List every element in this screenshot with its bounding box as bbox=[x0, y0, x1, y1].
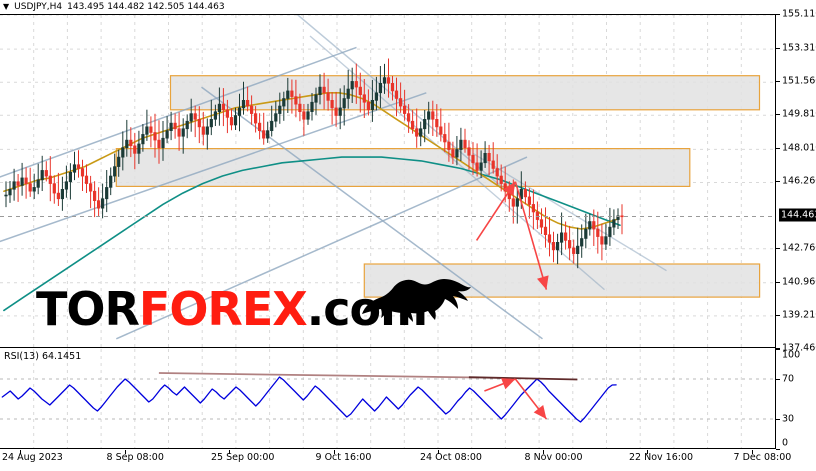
price-chart-svg bbox=[0, 15, 775, 347]
time-axis-label: 22 Nov 16:00 bbox=[629, 452, 694, 463]
time-tick bbox=[438, 450, 439, 454]
price-tick bbox=[776, 348, 780, 349]
time-tick bbox=[751, 450, 753, 454]
quote-bar: ▼ USDJPY,H4 143.495 144.482 142.505 144.… bbox=[0, 0, 816, 14]
rsi-axis-label: 70 bbox=[782, 373, 795, 385]
price-axis-label: 155.110 bbox=[782, 8, 816, 20]
time-tick bbox=[20, 450, 21, 454]
time-axis[interactable]: 24 Aug 2023 8 Sep 08:00 25 Sep 00:00 9 Oct … bbox=[0, 450, 791, 471]
symbol-label: USDJPY,H4 bbox=[14, 2, 63, 12]
time-axis-label: 8 Nov 00:00 bbox=[524, 452, 583, 463]
price-axis-label: 148.010 bbox=[782, 142, 816, 154]
price-tick bbox=[776, 114, 780, 116]
price-tick bbox=[776, 181, 780, 183]
price-tick bbox=[776, 247, 780, 249]
price-axis-label: 140.960 bbox=[782, 276, 816, 288]
time-tick bbox=[124, 450, 126, 454]
time-axis-label: 7 Dec 08:00 bbox=[733, 452, 792, 463]
rsi-tick bbox=[776, 449, 780, 450]
ohlc-values: 143.495 144.482 142.505 144.463 bbox=[67, 2, 225, 12]
price-axis-label: 151.560 bbox=[782, 75, 816, 87]
price-axis-label: 146.260 bbox=[782, 175, 816, 187]
rsi-plot-area bbox=[0, 349, 775, 448]
rsi-chart-svg bbox=[0, 349, 775, 448]
time-axis-label: 8 Sep 08:00 bbox=[106, 452, 164, 463]
price-axis-label: 139.210 bbox=[782, 309, 816, 321]
time-axis-label: 24 Oct 08:00 bbox=[420, 452, 482, 463]
price-axis-label: 142.760 bbox=[782, 242, 816, 254]
price-tick bbox=[776, 281, 780, 283]
current-price-label: 144.463 bbox=[779, 208, 816, 222]
price-axis[interactable]: 155.110 153.310 151.560 149.810 148.010 146.2… bbox=[775, 9, 816, 450]
price-tick bbox=[776, 314, 780, 316]
rsi-tick bbox=[776, 379, 780, 380]
rsi-tick bbox=[776, 349, 780, 350]
time-tick bbox=[333, 450, 335, 454]
time-axis-label: 25 Sep 00:00 bbox=[211, 452, 275, 463]
time-tick bbox=[647, 450, 648, 454]
rsi-axis-label: 0 bbox=[782, 437, 789, 449]
rsi-axis-label: 100 bbox=[782, 349, 801, 361]
time-axis-label: 24 Aug 2023 bbox=[2, 452, 63, 463]
price-plot-area bbox=[0, 15, 775, 347]
price-axis-label: 137.460 bbox=[782, 342, 816, 354]
price-tick bbox=[776, 81, 780, 83]
price-tick bbox=[776, 48, 780, 50]
rsi-indicator-panel[interactable]: RSI(13) 64.1451 bbox=[0, 349, 775, 449]
price-chart-panel[interactable] bbox=[0, 14, 775, 348]
price-tick bbox=[776, 148, 780, 150]
price-axis-label: 149.810 bbox=[782, 108, 816, 120]
rsi-indicator-label: RSI(13) 64.1451 bbox=[4, 351, 82, 362]
triangle-down-icon[interactable]: ▼ bbox=[3, 2, 10, 11]
rsi-tick bbox=[776, 419, 780, 420]
time-tick bbox=[229, 450, 230, 454]
price-axis-label: 153.310 bbox=[782, 42, 816, 54]
price-tick bbox=[776, 14, 780, 15]
time-axis-label: 9 Oct 16:00 bbox=[315, 452, 372, 463]
time-tick bbox=[542, 450, 544, 454]
rsi-axis-label: 30 bbox=[782, 413, 795, 425]
